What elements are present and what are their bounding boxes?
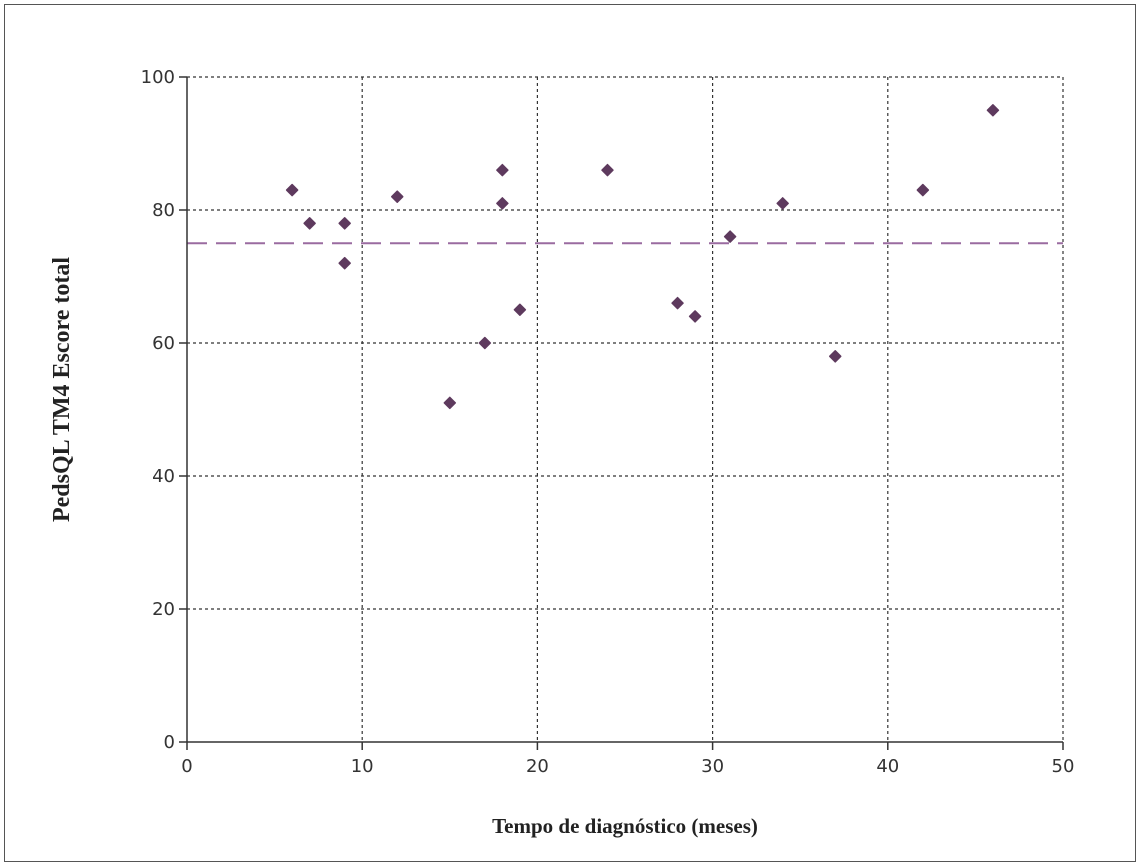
y-tick-labels: 0 20 40 60 80 100: [141, 67, 175, 753]
y-tick-label: 20: [152, 599, 175, 620]
x-tick-label: 20: [526, 756, 549, 777]
scatter-chart: 0 10 20 30 40 50 0 20 40 60 80 100 Tempo de diagnó…: [49, 67, 1074, 838]
y-tick-label: 0: [164, 732, 175, 753]
data-point: [671, 296, 684, 310]
y-tick-label: 100: [141, 67, 175, 88]
x-tick-label: 0: [181, 756, 192, 777]
data-point: [496, 163, 509, 177]
data-point: [986, 104, 1000, 117]
data-point: [601, 163, 614, 177]
x-tick-labels: 0 10 20 30 40 50: [181, 756, 1074, 777]
data-point: [723, 230, 737, 243]
y-tick-label: 40: [152, 466, 175, 487]
x-tick-label: 30: [701, 756, 724, 777]
data-point: [338, 217, 351, 230]
grid-lines: [187, 76, 1064, 742]
x-tick-label: 40: [876, 756, 899, 777]
y-tick-label: 60: [152, 333, 175, 354]
x-tick-label: 10: [351, 756, 374, 777]
axes: [179, 76, 1064, 750]
data-point: [303, 217, 316, 230]
data-point: [688, 310, 702, 323]
data-point: [776, 197, 789, 210]
data-points: [285, 104, 1000, 410]
data-point: [285, 183, 299, 197]
data-point: [478, 336, 492, 350]
chart-frame: 0 10 20 30 40 50 0 20 40 60 80 100 Tempo de diagnó…: [4, 4, 1136, 862]
data-point: [338, 256, 351, 270]
data-point: [513, 303, 527, 316]
y-axis-label: PedsQL TM4 Escore total: [49, 257, 75, 522]
y-tick-label: 80: [152, 200, 175, 221]
x-axis-label: Tempo de diagnóstico (meses): [492, 814, 758, 838]
x-tick-label: 50: [1052, 756, 1075, 777]
data-point: [916, 183, 930, 197]
data-point: [828, 350, 842, 363]
data-point: [390, 190, 404, 203]
data-point: [443, 396, 457, 410]
data-point: [496, 197, 509, 210]
